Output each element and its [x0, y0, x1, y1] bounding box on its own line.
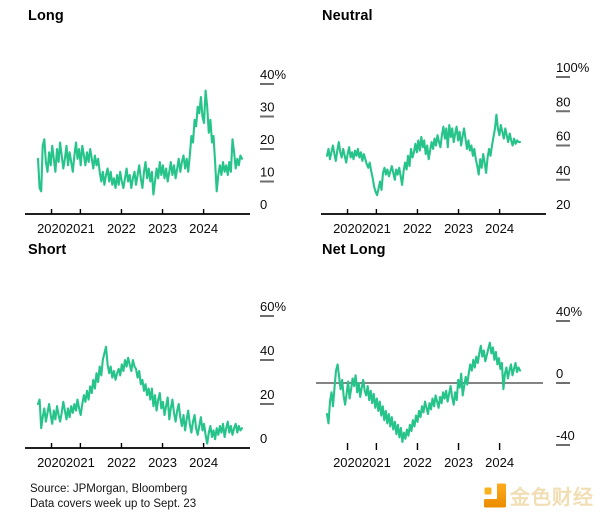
- series-line: [325, 341, 522, 443]
- y-tick-label: 20: [260, 387, 274, 402]
- y-tick-label: 40: [556, 163, 570, 178]
- series-line: [325, 113, 522, 197]
- jinse-finance-logo: 金色财经: [484, 481, 594, 510]
- x-tick-label: 2020: [333, 221, 362, 236]
- x-tick-label: 2021: [66, 221, 95, 236]
- y-tick-label: 0: [260, 431, 267, 446]
- y-tick-label: 60%: [260, 299, 286, 314]
- series-line: [36, 345, 244, 445]
- x-tick-label: 2023: [148, 221, 177, 236]
- x-tick-label: 2021: [66, 455, 95, 470]
- x-tick-label: 2022: [107, 221, 136, 236]
- y-tick-label: 40%: [556, 304, 582, 319]
- chart-title-long: Long: [28, 8, 64, 24]
- x-tick-label: 2023: [444, 221, 473, 236]
- y-tick-label: 10: [260, 165, 274, 180]
- y-tick-label: 30: [260, 100, 274, 115]
- y-tick-label: 60: [556, 129, 570, 144]
- x-tick-label: 2021: [362, 221, 391, 236]
- chart-net-long-canvas: 2020 2021 2022 2023 2024 40% 0 -40: [316, 304, 582, 470]
- x-tick-label: 2021: [362, 455, 391, 470]
- source-note: Source: JPMorgan, Bloomberg Data covers …: [30, 482, 196, 512]
- y-tick-label: 100%: [556, 60, 590, 75]
- x-tick-label: 2024: [189, 455, 218, 470]
- x-tick-label: 2022: [107, 455, 136, 470]
- data-note-line: Data covers week up to Sept. 23: [30, 498, 197, 510]
- chart-title-short: Short: [28, 242, 67, 258]
- logo-wordmark: 金色财经: [510, 487, 594, 509]
- x-tick-label: 2022: [403, 455, 432, 470]
- y-tick-label: -40: [556, 428, 575, 443]
- y-tick-label: 40: [260, 343, 274, 358]
- y-tick-label: 80: [556, 94, 570, 109]
- y-tick-label: 20: [556, 197, 570, 212]
- x-tick-label: 2020: [333, 455, 362, 470]
- y-tick-label: 20: [260, 132, 274, 147]
- y-tick-label: 0: [556, 366, 563, 381]
- chart-short-canvas: 2020 2021 2022 2023 2024 60% 40 20 0: [25, 299, 286, 470]
- chart-neutral-canvas: 2020 2021 2022 2023 2024 100% 80 60 40 20: [321, 60, 590, 236]
- chart-title-net-long: Net Long: [322, 242, 386, 258]
- chart-title-neutral: Neutral: [322, 8, 373, 24]
- x-tick-label: 2022: [403, 221, 432, 236]
- x-tick-label: 2020: [37, 455, 66, 470]
- y-tick-label: 0: [260, 197, 267, 212]
- x-tick-label: 2023: [444, 455, 473, 470]
- source-line: Source: JPMorgan, Bloomberg: [30, 483, 188, 495]
- x-tick-label: 2024: [485, 455, 514, 470]
- y-tick-label: 40%: [260, 67, 286, 82]
- jinse-logo-icon: [484, 483, 506, 508]
- x-tick-label: 2024: [189, 221, 218, 236]
- x-tick-label: 2020: [37, 221, 66, 236]
- series-line: [36, 89, 244, 196]
- x-tick-label: 2024: [485, 221, 514, 236]
- x-tick-label: 2023: [148, 455, 177, 470]
- chart-long-canvas: 2020 2021 2022 2023 2024 40% 30 20 10 0: [25, 67, 286, 236]
